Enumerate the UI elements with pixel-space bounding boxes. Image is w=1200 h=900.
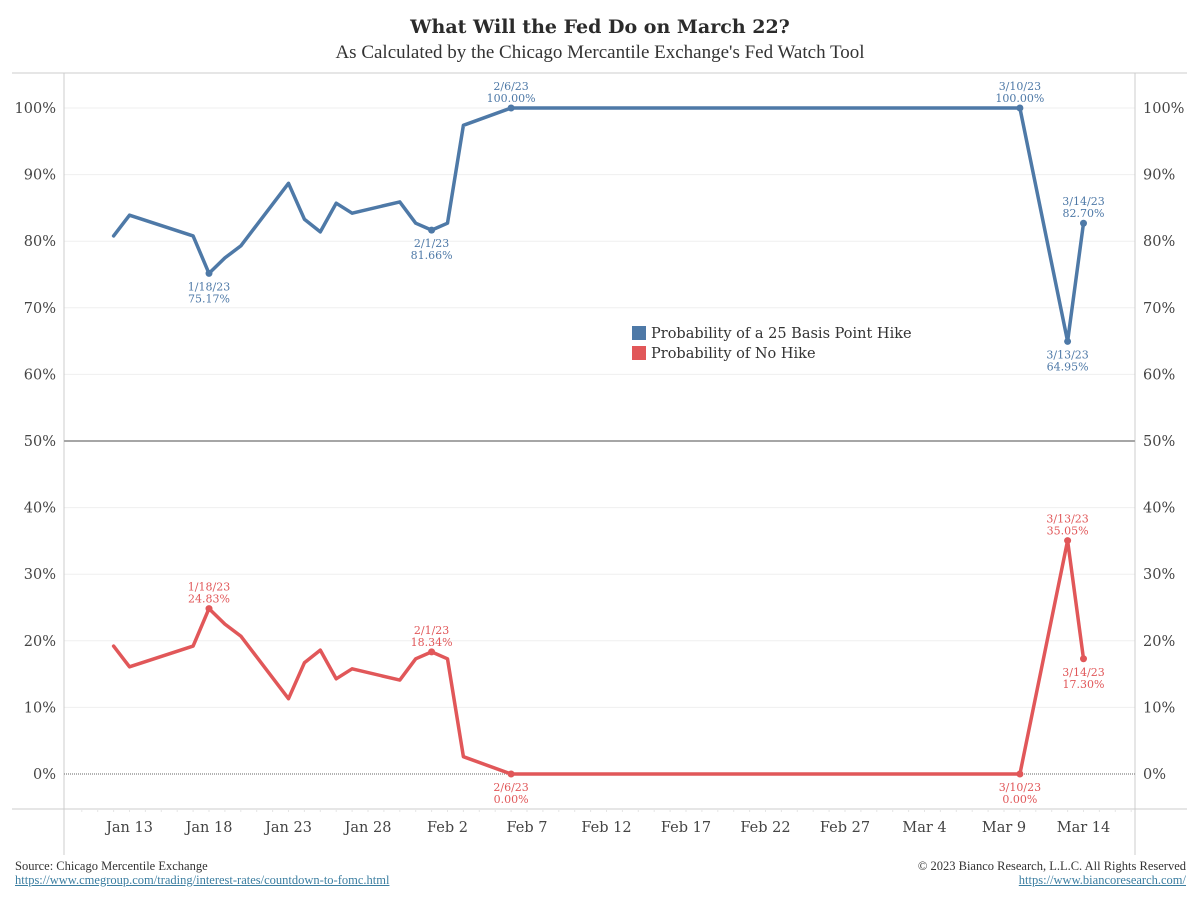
x-tick-label: Mar 9 xyxy=(982,820,1026,836)
y-tick-label-right: 90% xyxy=(1143,168,1175,184)
data-point-marker xyxy=(1016,104,1024,112)
chart-frame xyxy=(12,72,1187,855)
x-tick-label: Feb 22 xyxy=(740,820,790,836)
y-tick-label-right: 80% xyxy=(1143,234,1175,250)
y-tick-label-left: 100% xyxy=(15,101,56,117)
legend-swatch xyxy=(632,346,646,360)
y-tick-label-right: 70% xyxy=(1143,301,1175,317)
x-tick-label: Feb 17 xyxy=(661,820,711,836)
annotation-date: 2/1/23 xyxy=(414,624,449,637)
annotation-value: 64.95% xyxy=(1047,360,1089,373)
data-point-marker xyxy=(1064,337,1072,345)
annotation-date: 3/14/23 xyxy=(1062,666,1104,679)
chart-subtitle: As Calculated by the Chicago Mercantile … xyxy=(335,42,865,63)
y-axis-left: 0% 10% 20% 30% 40% 50% 60% 70% 80% 90% 100% xyxy=(15,101,56,783)
x-tick-label: Feb 12 xyxy=(581,820,631,836)
annotation-value: 35.05% xyxy=(1047,525,1089,538)
y-tick-label-right: 20% xyxy=(1143,634,1175,650)
data-point-marker xyxy=(205,269,213,277)
y-tick-label-left: 10% xyxy=(24,700,56,716)
chart-title: What Will the Fed Do on March 22? xyxy=(410,16,790,38)
site-link[interactable]: https://www.biancoresearch.com/ xyxy=(1018,873,1186,887)
data-point-marker xyxy=(428,226,436,234)
y-tick-label-left: 20% xyxy=(24,634,56,650)
y-tick-label-left: 0% xyxy=(33,767,56,783)
gridlines xyxy=(64,107,1135,708)
annotation-date: 2/1/23 xyxy=(414,237,449,250)
y-axis-right: 0% 10% 20% 30% 40% 50% 60% 70% 80% 90% 100% xyxy=(1143,101,1184,783)
data-point-marker xyxy=(507,104,515,112)
series-lines xyxy=(111,106,1086,776)
annotation-value: 0.00% xyxy=(1002,793,1037,806)
copyright-block: © 2023 Bianco Research, L.L.C. All Right… xyxy=(918,859,1186,887)
legend-swatch xyxy=(632,326,646,340)
y-tick-label-right: 30% xyxy=(1143,567,1175,583)
annotation-value: 24.83% xyxy=(188,593,230,606)
x-tick-label: Feb 2 xyxy=(427,820,468,836)
data-point-marker xyxy=(205,605,213,613)
annotation-date: 1/18/23 xyxy=(188,581,230,594)
annotation-value: 81.66% xyxy=(411,249,453,262)
x-tick-label: Feb 7 xyxy=(507,820,548,836)
y-tick-label-left: 40% xyxy=(24,501,56,517)
annotation-value: 100.00% xyxy=(487,92,536,105)
series-line-no-hike xyxy=(111,538,1086,776)
y-tick-label-left: 60% xyxy=(24,367,56,383)
legend: Probability of a 25 Basis Point Hike Prob… xyxy=(632,326,912,362)
y-tick-label-left: 80% xyxy=(24,234,56,250)
y-tick-label-right: 0% xyxy=(1143,767,1166,783)
annotation-value: 17.30% xyxy=(1063,678,1105,691)
source-link[interactable]: https://www.cmegroup.com/trading/interes… xyxy=(15,873,390,887)
x-tick-label: Mar 4 xyxy=(902,820,946,836)
annotation-value: 0.00% xyxy=(494,793,529,806)
x-tick-label: Jan 23 xyxy=(263,820,312,836)
source-text: Source: Chicago Mercentile Exchange xyxy=(15,859,208,873)
data-point-marker xyxy=(1016,770,1024,778)
annotation-value: 100.00% xyxy=(995,92,1044,105)
annotation-value: 82.70% xyxy=(1063,207,1105,220)
data-point-marker xyxy=(428,648,436,656)
y-tick-label-right: 50% xyxy=(1143,434,1175,450)
annotation-date: 2/6/23 xyxy=(493,781,528,794)
annotation-value: 75.17% xyxy=(188,292,230,305)
y-tick-label-right: 100% xyxy=(1143,101,1184,117)
y-tick-label-left: 50% xyxy=(24,434,56,450)
y-tick-label-left: 70% xyxy=(24,301,56,317)
y-tick-label-left: 30% xyxy=(24,567,56,583)
data-point-marker xyxy=(507,770,515,778)
annotation-date: 3/10/23 xyxy=(999,781,1041,794)
y-tick-label-right: 10% xyxy=(1143,700,1175,716)
annotation-date: 1/18/23 xyxy=(188,280,230,293)
source-block: Source: Chicago Mercentile Exchange http… xyxy=(15,859,389,887)
annotation-date: 3/10/23 xyxy=(999,80,1041,93)
data-point-marker xyxy=(1080,655,1087,663)
x-axis: Jan 13 Jan 18 Jan 23 Jan 28 Feb 2 Feb 7 Feb 12… xyxy=(81,809,1132,836)
reference-lines xyxy=(64,440,1135,775)
legend-label: Probability of No Hike xyxy=(651,346,816,362)
y-tick-label-right: 60% xyxy=(1143,367,1175,383)
data-point-marker xyxy=(1064,537,1072,545)
y-tick-label-left: 90% xyxy=(24,168,56,184)
annotation-date: 3/13/23 xyxy=(1046,348,1088,361)
copyright-text: © 2023 Bianco Research, L.L.C. All Right… xyxy=(917,859,1186,873)
y-tick-label-right: 40% xyxy=(1143,501,1175,517)
x-tick-label: Mar 14 xyxy=(1057,820,1110,836)
legend-label: Probability of a 25 Basis Point Hike xyxy=(651,326,912,342)
annotation-date: 3/14/23 xyxy=(1062,195,1104,208)
annotation-date: 2/6/23 xyxy=(493,80,528,93)
x-tick-label: Jan 28 xyxy=(343,820,392,836)
data-point-marker xyxy=(1080,219,1087,227)
x-tick-label: Jan 13 xyxy=(104,820,153,836)
annotation-value: 18.34% xyxy=(411,636,453,649)
series-line-hike xyxy=(111,106,1086,344)
annotations: 1/18/2375.17%2/1/2381.66%2/6/23100.00%3/… xyxy=(188,80,1105,806)
x-tick-label: Jan 18 xyxy=(184,820,233,836)
annotation-date: 3/13/23 xyxy=(1046,513,1088,526)
x-tick-label: Feb 27 xyxy=(820,820,870,836)
